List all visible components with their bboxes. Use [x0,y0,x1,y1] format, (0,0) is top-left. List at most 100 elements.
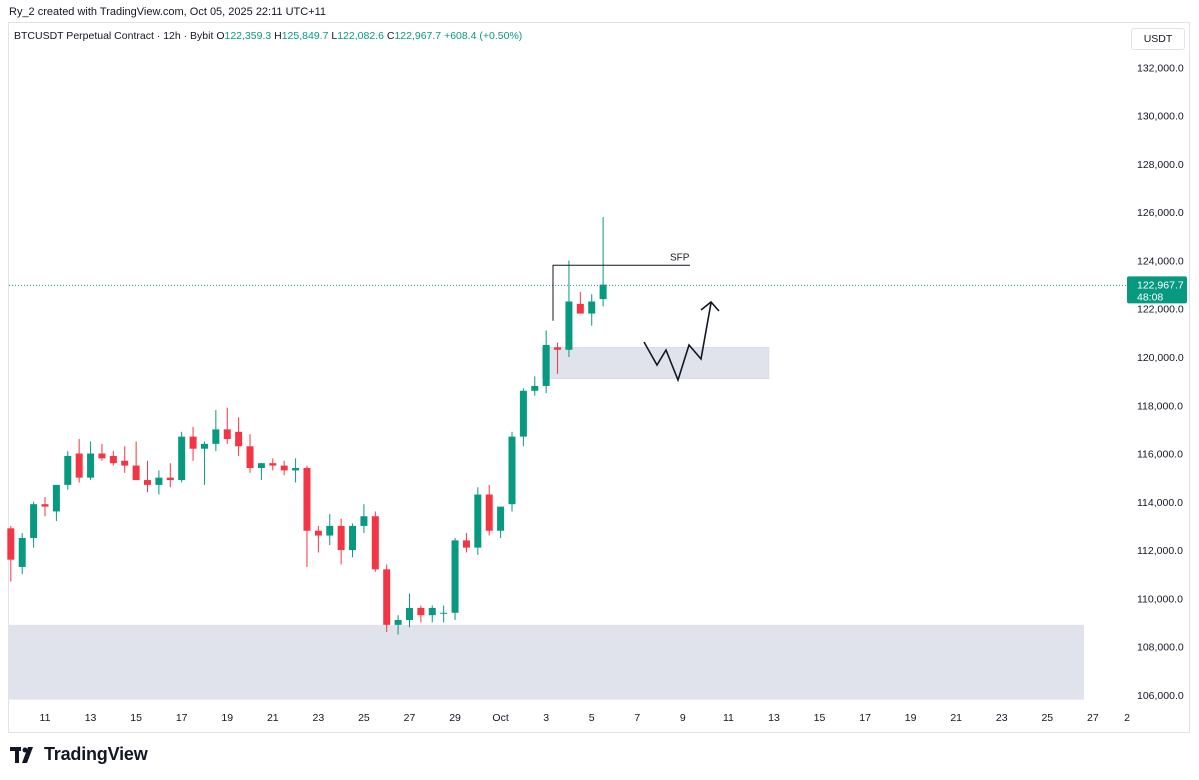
x-tick-label: 25 [358,712,370,724]
brand-logo: TradingView [10,744,148,765]
x-tick-label: 9 [680,712,686,724]
currency-button[interactable]: USDT [1131,28,1185,50]
candle-body [212,429,220,444]
candle-body [565,301,573,350]
candle-body [314,530,322,536]
x-tick-label: 11 [40,712,51,724]
candle-body [52,484,60,512]
brand-name: TradingView [44,744,148,764]
y-tick-label: 112,000.0 [1137,545,1183,557]
candle-body [383,569,391,625]
candle-body [428,607,436,616]
candle-body [64,455,72,485]
candle-body [75,453,83,478]
sfp-label: SFP [670,252,690,263]
x-tick-label: 13 [768,712,780,724]
x-tick-label: 27 [404,712,416,724]
candle-body [200,443,208,449]
y-tick-label: 122,000.0 [1137,304,1184,316]
candle-body [257,463,265,468]
y-tick-label: 130,000.0 [1137,111,1184,123]
candle-body [98,453,106,459]
y-tick-label: 114,000.0 [1137,497,1183,509]
candle-body [531,385,539,391]
x-tick-label: 3 [543,712,549,724]
x-tick-label: 21 [267,712,279,724]
candle-body [246,446,254,468]
candle-body [519,390,527,437]
y-tick-label: 108,000.0 [1137,642,1184,654]
x-tick-label: 23 [996,712,1008,724]
x-tick-label: 2 [1124,712,1130,724]
x-tick-label: 29 [449,712,461,724]
y-tick-label: 118,000.0 [1137,400,1183,412]
candle-body [474,494,482,548]
candle-body [30,504,38,538]
candle-body [223,429,231,440]
y-tick-label: 132,000.0 [1137,62,1184,74]
x-tick-label: 17 [859,712,871,724]
x-tick-label: 13 [85,712,97,724]
x-tick-label: 15 [814,712,826,724]
high-value: 125,849.7 [281,30,329,42]
open-value: 122,359.3 [224,30,272,42]
x-tick-label: 11 [723,712,734,724]
x-tick-label: 23 [313,712,325,724]
x-tick-label: 25 [1041,712,1053,724]
price-tag-countdown: 48:08 [1137,291,1163,303]
candle-body [166,477,174,481]
open-label: O [216,30,225,42]
demand-zone-lower [9,624,1084,700]
candle-body [394,620,402,625]
symbol-title[interactable]: BTCUSDT Perpetual Contract · 12h · Bybit [14,30,214,42]
candle-body [326,525,334,536]
close-value: 122,967.7 [394,30,442,42]
candle-body [371,516,379,570]
candle-body [554,347,562,350]
candle-body [121,460,129,466]
candle-body [349,525,357,551]
x-tick-label: 19 [221,712,233,724]
candle-body [155,477,163,485]
candle-body [109,455,117,464]
y-tick-label: 124,000.0 [1137,255,1184,267]
candle-body [235,431,243,447]
candle-body [337,525,345,551]
candle-body [360,516,368,526]
y-tick-label: 110,000.0 [1137,593,1183,605]
symbol-legend: BTCUSDT Perpetual Contract · 12h · Bybit… [14,30,522,42]
candle-body [292,467,300,471]
price-tag-value: 122,967.7 [1137,279,1184,291]
y-tick-label: 128,000.0 [1137,159,1184,171]
candle-body [189,436,197,449]
x-tick-label: 15 [130,712,142,724]
y-tick-label: 126,000.0 [1137,207,1184,219]
candle-body [269,463,277,466]
candle-body [485,494,493,531]
projection-arrowhead [700,300,720,312]
candle-body [18,537,26,567]
low-label: L [331,30,338,42]
x-tick-label: 19 [905,712,917,724]
candle-body [132,465,140,481]
candle-body [144,480,152,485]
price-tag [1127,276,1187,304]
close-label: C [386,30,395,42]
creator-caption: Ry_2 created with TradingView.com, Oct 0… [9,6,327,18]
candle-body [462,540,470,548]
projection-arrow [643,302,712,383]
change-value: +608.4 (+0.50%) [444,30,523,42]
candle-body [451,540,459,613]
candle-body [405,607,413,621]
x-tick-label: 7 [634,712,640,724]
candle-body [542,344,550,386]
low-value: 122,082.6 [337,30,384,42]
candle-body [508,436,516,505]
y-tick-label: 120,000.0 [1137,352,1184,364]
high-label: H [274,30,282,42]
sfp-line [552,264,690,321]
candle-body [178,436,186,481]
candle-body [7,528,15,560]
x-tick-label: 17 [176,712,188,724]
